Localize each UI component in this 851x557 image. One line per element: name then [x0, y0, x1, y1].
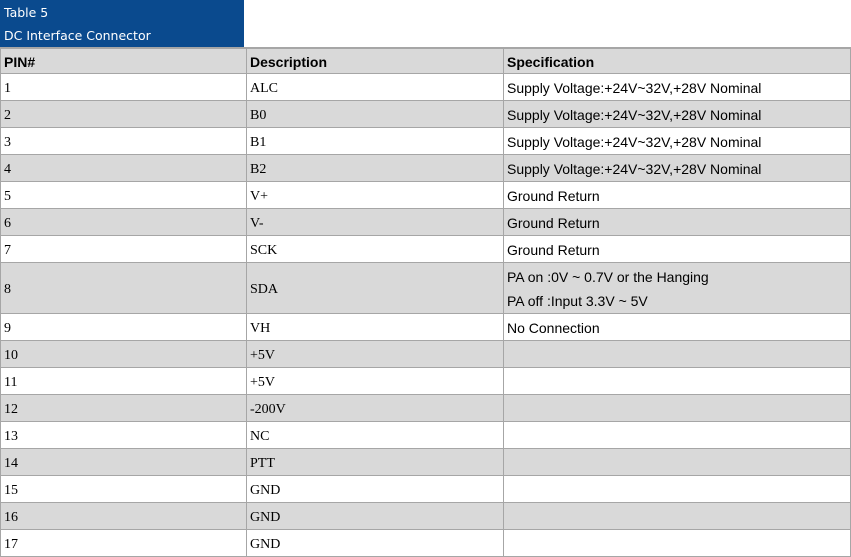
pin-cell: 13 [0, 421, 247, 449]
specification-cell [503, 367, 851, 395]
description-cell: PTT [246, 448, 504, 476]
specification-text: Ground Return [507, 241, 600, 258]
specification-cell: Ground Return [503, 235, 851, 263]
pin-cell: 15 [0, 475, 247, 503]
table-row: 15 GND [0, 475, 851, 503]
specification-cell: Supply Voltage:+24V~32V,+28V Nominal [503, 127, 851, 155]
table-number: Table 5 [4, 5, 49, 20]
description-cell: GND [246, 502, 504, 530]
specification-cell: Supply Voltage:+24V~32V,+28V Nominal [503, 100, 851, 128]
description-cell: GND [246, 529, 504, 557]
table-row: 17 GND [0, 529, 851, 557]
table-row: 11 +5V [0, 367, 851, 395]
table-row: 1 ALC Supply Voltage:+24V~32V,+28V Nominal [0, 73, 851, 101]
pin-cell: 8 [0, 262, 247, 314]
specification-text: No Connection [507, 319, 600, 336]
description-cell: B0 [246, 100, 504, 128]
table-row: 5 V+ Ground Return [0, 181, 851, 209]
specification-cell [503, 475, 851, 503]
description-cell: NC [246, 421, 504, 449]
specification-text: PA off :Input 3.3V ~ 5V [507, 292, 648, 309]
table-row: 14 PTT [0, 448, 851, 476]
header-row: PIN# Description Specification [0, 47, 851, 74]
table-row: 4 B2 Supply Voltage:+24V~32V,+28V Nominal [0, 154, 851, 182]
table-row: 10 +5V [0, 340, 851, 368]
description-cell: B1 [246, 127, 504, 155]
description-cell: GND [246, 475, 504, 503]
table-row: 8 SDA PA on :0V ~ 0.7V or the Hanging PA of… [0, 262, 851, 314]
pin-cell: 9 [0, 313, 247, 341]
specification-cell: No Connection [503, 313, 851, 341]
dc-interface-connector-table: PIN# Description Specification 1 ALC Suppl… [0, 47, 851, 557]
description-cell: ALC [246, 73, 504, 101]
table-row: 9 VH No Connection [0, 313, 851, 341]
description-cell: V- [246, 208, 504, 236]
specification-cell [503, 340, 851, 368]
pin-cell: 1 [0, 73, 247, 101]
description-cell: SDA [246, 262, 504, 314]
specification-text: PA on :0V ~ 0.7V or the Hanging [507, 268, 709, 285]
specification-cell [503, 529, 851, 557]
table-row: 13 NC [0, 421, 851, 449]
specification-cell [503, 502, 851, 530]
description-cell: B2 [246, 154, 504, 182]
pin-cell: 16 [0, 502, 247, 530]
table-row: 3 B1 Supply Voltage:+24V~32V,+28V Nominal [0, 127, 851, 155]
table-row: 7 SCK Ground Return [0, 235, 851, 263]
description-cell: V+ [246, 181, 504, 209]
pin-cell: 2 [0, 100, 247, 128]
table-caption: Table 5 DC Interface Connector [0, 0, 244, 47]
description-cell: +5V [246, 340, 504, 368]
specification-cell: Ground Return [503, 208, 851, 236]
specification-cell [503, 448, 851, 476]
pin-cell: 4 [0, 154, 247, 182]
specification-text: Supply Voltage:+24V~32V,+28V Nominal [507, 79, 762, 96]
header-specification: Specification [503, 47, 851, 74]
pin-cell: 5 [0, 181, 247, 209]
table-row: 12 -200V [0, 394, 851, 422]
table-row: 2 B0 Supply Voltage:+24V~32V,+28V Nominal [0, 100, 851, 128]
description-cell: -200V [246, 394, 504, 422]
pin-cell: 7 [0, 235, 247, 263]
description-cell: VH [246, 313, 504, 341]
description-cell: +5V [246, 367, 504, 395]
header-pin: PIN# [0, 47, 247, 74]
specification-text: Supply Voltage:+24V~32V,+28V Nominal [507, 133, 762, 150]
header-description: Description [246, 47, 504, 74]
table-row: 6 V- Ground Return [0, 208, 851, 236]
specification-cell: Supply Voltage:+24V~32V,+28V Nominal [503, 154, 851, 182]
pin-cell: 6 [0, 208, 247, 236]
table-title: DC Interface Connector [4, 28, 151, 43]
specification-text: Ground Return [507, 187, 600, 204]
pin-cell: 12 [0, 394, 247, 422]
pin-cell: 17 [0, 529, 247, 557]
specification-cell [503, 394, 851, 422]
specification-cell [503, 421, 851, 449]
pin-cell: 3 [0, 127, 247, 155]
pin-cell: 10 [0, 340, 247, 368]
description-cell: SCK [246, 235, 504, 263]
specification-cell: Ground Return [503, 181, 851, 209]
specification-text: Supply Voltage:+24V~32V,+28V Nominal [507, 106, 762, 123]
pin-cell: 14 [0, 448, 247, 476]
specification-cell: Supply Voltage:+24V~32V,+28V Nominal [503, 73, 851, 101]
specification-text: Ground Return [507, 214, 600, 231]
table-row: 16 GND [0, 502, 851, 530]
specification-text: Supply Voltage:+24V~32V,+28V Nominal [507, 160, 762, 177]
specification-cell: PA on :0V ~ 0.7V or the Hanging PA off :I… [503, 262, 851, 314]
pin-cell: 11 [0, 367, 247, 395]
